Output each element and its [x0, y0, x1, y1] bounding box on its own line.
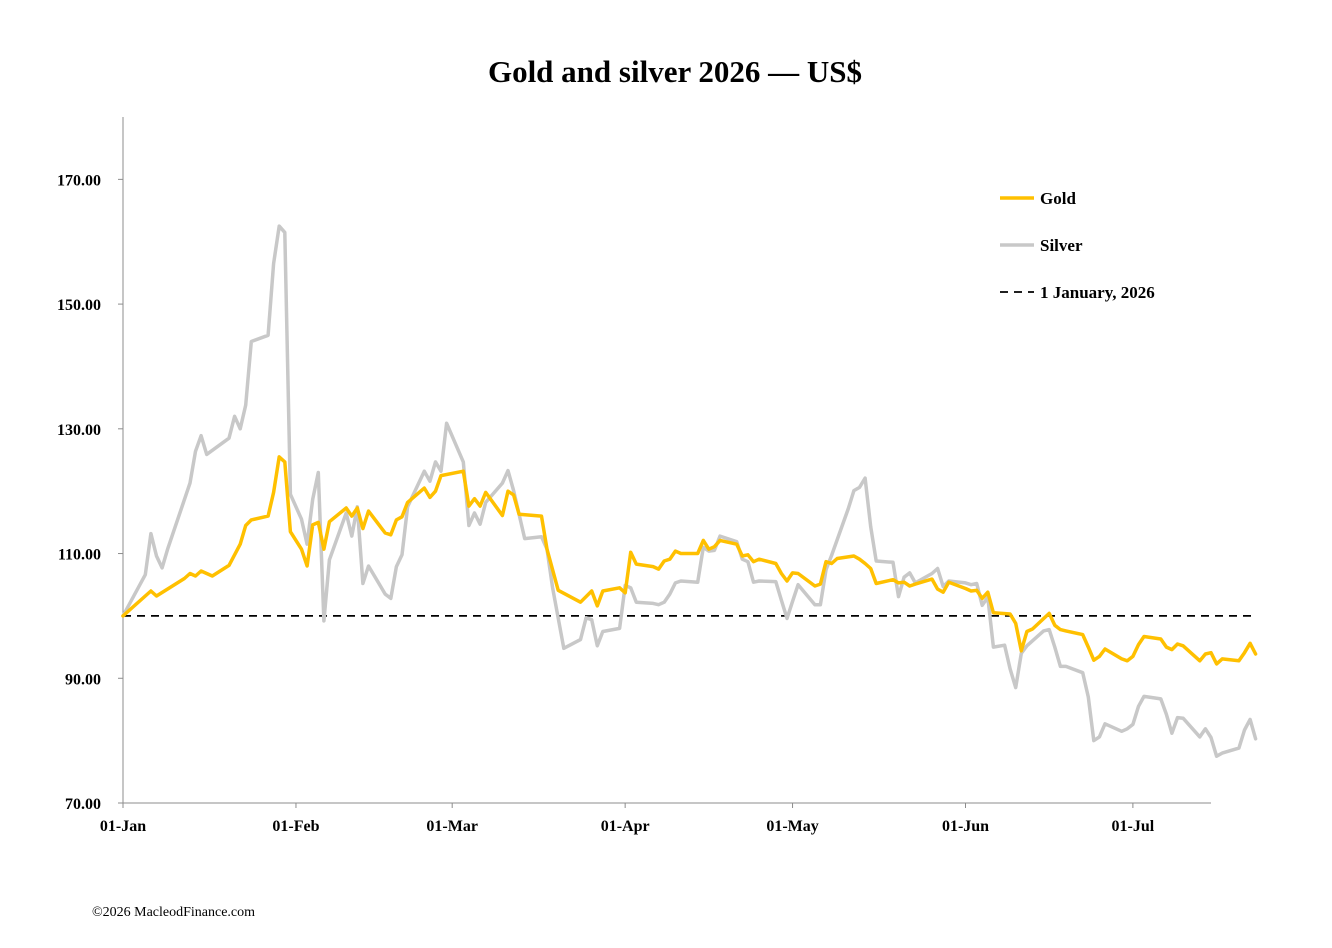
chart-title: Gold and silver 2026 — US$ [488, 54, 862, 89]
y-tick-label: 130.00 [57, 422, 101, 439]
legend-label: Silver [1040, 236, 1083, 255]
x-tick-label: 01-Feb [272, 818, 319, 835]
legend-label: 1 January, 2026 [1040, 283, 1155, 302]
y-tick-label: 70.00 [65, 796, 101, 813]
x-tick-label: 01-Jan [100, 818, 146, 835]
y-tick-label: 110.00 [58, 547, 101, 564]
y-tick-label: 150.00 [57, 297, 101, 314]
silver-series-line [121, 224, 1258, 758]
axes: 70.00 90.00 110.00 130.00 150.00 170.00 01-Jan… [57, 117, 1211, 835]
x-tick-label: 01-Apr [601, 818, 650, 835]
copyright-credit: ©2026 MacleodFinance.com [92, 905, 256, 920]
series-lines [121, 224, 1258, 758]
y-tick-label: 90.00 [65, 671, 101, 688]
x-tick-label: 01-Jun [942, 818, 989, 835]
gold-series-line [121, 455, 1258, 666]
x-tick-label: 01-May [766, 818, 818, 835]
x-tick-label: 01-Jul [1112, 818, 1155, 835]
x-tick-label: 01-Mar [426, 818, 478, 835]
y-tick-label: 170.00 [57, 172, 101, 189]
legend-label: Gold [1040, 189, 1076, 208]
legend: Gold Silver 1 January, 2026 [1000, 189, 1155, 302]
